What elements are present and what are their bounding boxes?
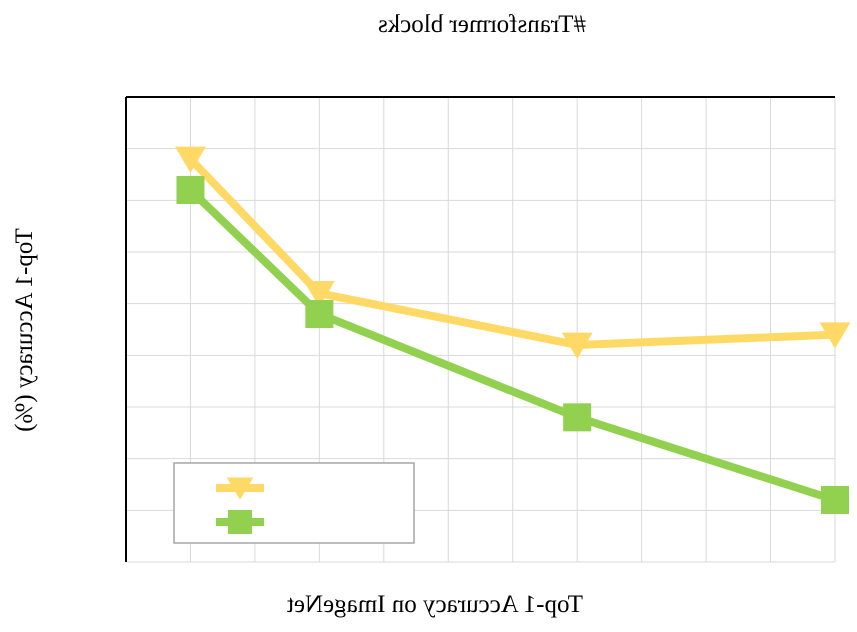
bottom-axis-title: Top-1 Accuracy on ImageNet <box>287 591 583 618</box>
vit-marker <box>819 322 851 349</box>
legend-box <box>173 462 415 544</box>
vit-marker <box>175 146 206 173</box>
deepvit-line <box>187 187 837 504</box>
axes <box>125 96 835 562</box>
vit-marker <box>303 281 335 308</box>
deepvit-marker <box>228 510 252 534</box>
deepvit-marker <box>563 403 592 432</box>
vit-marker <box>561 332 593 359</box>
vit-marker <box>226 477 254 500</box>
series <box>175 146 851 514</box>
gridlines <box>126 97 836 563</box>
deepvit-marker <box>305 300 334 328</box>
y-axis-title: Top-1 Accuracy (%) <box>11 228 38 432</box>
deepvit-marker <box>821 486 849 514</box>
x-axis-title: #Transformer blocks <box>378 11 586 38</box>
deepvit-marker <box>176 176 205 204</box>
legend: ViTDeepViT <box>173 462 415 544</box>
vit-line <box>187 156 836 349</box>
